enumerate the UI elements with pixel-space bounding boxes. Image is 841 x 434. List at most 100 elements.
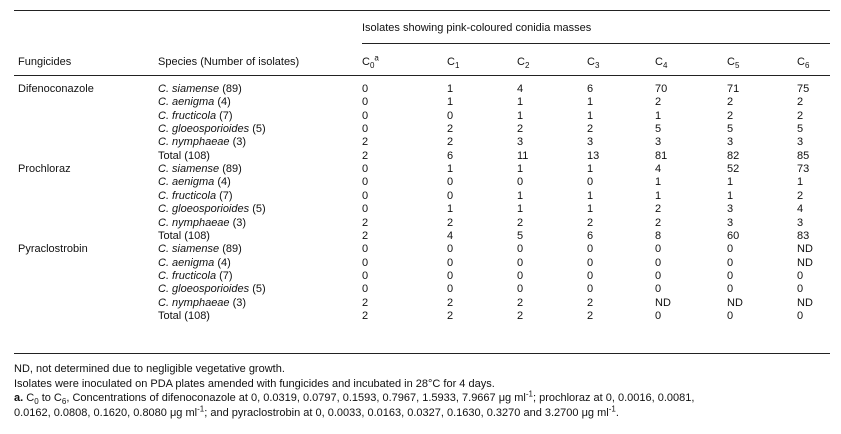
column-base: C <box>655 56 663 68</box>
footnote-text: to C <box>38 392 62 404</box>
column-sub: 4 <box>662 61 668 71</box>
cell: 2 <box>517 123 524 136</box>
cell: 2 <box>517 309 524 322</box>
cell: 2 <box>517 216 524 229</box>
fungicide: Pyraclostrobin <box>18 243 88 256</box>
species: C. nymphaeae (3) <box>158 297 246 310</box>
cell: 73 <box>797 163 810 176</box>
species: C. fructicola (7) <box>158 270 233 283</box>
species: C. aenigma (4) <box>158 96 231 109</box>
column-base: C <box>517 56 525 68</box>
column-sub: 0 <box>369 61 375 71</box>
species-name: C. siamense <box>158 243 220 256</box>
column-sub: 6 <box>804 61 810 71</box>
species: C. siamense (89) <box>158 243 242 256</box>
species-name: C. siamense <box>158 83 220 95</box>
footnote: 0.0162, 0.0808, 0.1620, 0.8080 μg ml-1; … <box>14 404 619 420</box>
footnote-text: a. <box>14 392 24 404</box>
cell: 2 <box>447 309 454 322</box>
species-count: (7) <box>219 109 233 122</box>
cell: 5 <box>517 229 524 242</box>
cell: 1 <box>587 109 594 122</box>
species: C. fructicola (7) <box>158 190 233 203</box>
species-count: (89) <box>222 243 242 256</box>
spanner-header: Isolates showing pink-coloured conidia m… <box>362 22 592 34</box>
species-count: (7) <box>219 189 233 202</box>
species-name: C. fructicola <box>158 189 217 202</box>
cell: 0 <box>447 189 454 202</box>
total-label: Total (108) <box>158 229 210 242</box>
cell: 0 <box>447 243 454 256</box>
cell: 0 <box>362 189 369 202</box>
cell: 2 <box>517 296 524 309</box>
cell: 2 <box>655 96 662 109</box>
cell: 81 <box>655 149 668 162</box>
cell: 2 <box>587 216 594 229</box>
cell: 1 <box>447 83 454 95</box>
footnote-text: . <box>615 406 619 419</box>
cell: 0 <box>517 283 524 296</box>
column-header: Fungicides <box>18 56 72 68</box>
cell: 2 <box>447 123 454 136</box>
cell: 2 <box>797 109 804 122</box>
footnote-text: -1 <box>525 389 533 399</box>
species-count: (4) <box>217 256 231 269</box>
cell: 2 <box>362 309 369 322</box>
species-name: C. aenigma <box>158 256 215 269</box>
cell: 3 <box>727 216 734 229</box>
column-header: C5 <box>727 56 740 71</box>
cell: 85 <box>797 149 810 162</box>
cell: 1 <box>727 176 734 189</box>
species-count: (3) <box>232 136 247 149</box>
column-base: C <box>587 56 595 68</box>
cell: 1 <box>517 189 524 202</box>
cell: 0 <box>447 109 454 122</box>
footnote: a. C0 to C6, Concentrations of difenocon… <box>14 389 694 406</box>
cell: 0 <box>362 123 369 136</box>
species-count: (89) <box>222 163 242 176</box>
column-header: C0a <box>362 54 379 71</box>
top-rule <box>14 10 830 11</box>
cell: 1 <box>517 96 524 109</box>
cell: 0 <box>727 309 734 322</box>
cell: 0 <box>362 176 369 189</box>
cell: 0 <box>362 243 369 256</box>
spanner-rule <box>362 43 830 44</box>
cell: 2 <box>362 216 369 229</box>
cell: 2 <box>362 136 369 149</box>
cell: 1 <box>655 176 662 189</box>
column-base: C <box>447 56 455 68</box>
species: C. nymphaeae (3) <box>158 136 246 149</box>
cell: 0 <box>655 256 662 269</box>
cell: 1 <box>517 109 524 122</box>
cell: 1 <box>517 203 524 216</box>
cell: 1 <box>797 176 804 189</box>
cell: 3 <box>727 203 734 216</box>
cell: 2 <box>727 109 734 122</box>
cell: 70 <box>655 83 668 95</box>
cell: 2 <box>362 229 369 242</box>
cell: 4 <box>517 83 524 95</box>
cell: 0 <box>447 283 454 296</box>
cell: 1 <box>587 203 594 216</box>
species: C. gloeosporioides (5) <box>158 283 266 296</box>
cell: 0 <box>797 309 804 322</box>
cell: 0 <box>655 243 662 256</box>
column-sub: 5 <box>734 61 740 71</box>
cell: 11 <box>517 149 529 162</box>
cell: 0 <box>655 309 662 322</box>
cell: 2 <box>362 149 369 162</box>
cell: 1 <box>517 163 524 176</box>
cell: 1 <box>727 189 734 202</box>
cell: 13 <box>587 149 600 162</box>
cell: 3 <box>797 136 804 149</box>
cell: 0 <box>362 269 369 282</box>
fungicide: Difenoconazole <box>18 83 94 95</box>
species-count: (4) <box>217 96 231 109</box>
cell: 0 <box>587 283 594 296</box>
species: C. aenigma (4) <box>158 257 231 270</box>
species-count: (7) <box>219 269 233 282</box>
cell: 0 <box>362 96 369 109</box>
column-header: C1 <box>447 56 459 70</box>
